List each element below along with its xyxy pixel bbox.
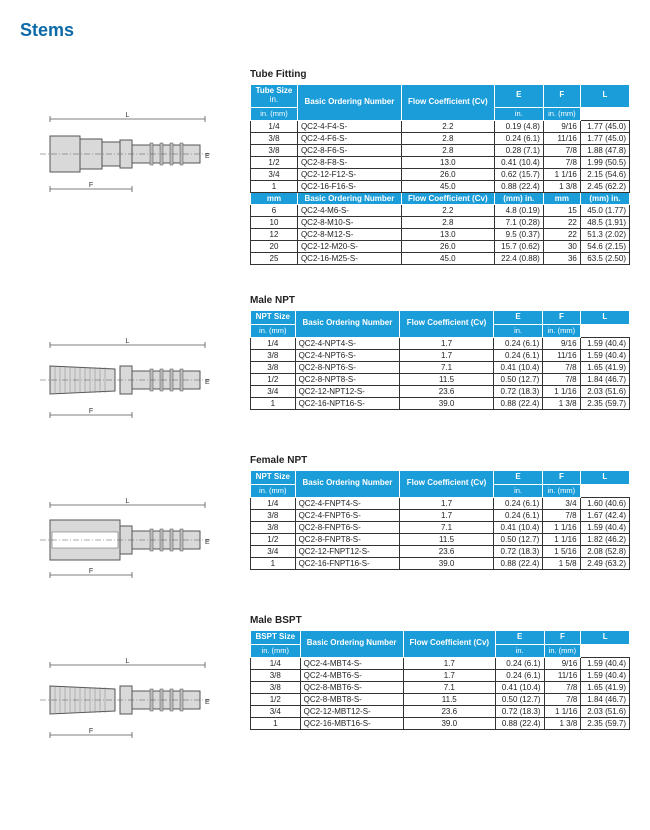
table-title: Tube Fitting xyxy=(250,69,630,80)
svg-text:F: F xyxy=(89,408,93,415)
table-row: 1QC2-16-FNPT16-S-39.00.88 (22.4)1 5/82.4… xyxy=(251,557,630,569)
svg-text:E: E xyxy=(205,153,210,160)
table-row: 3/4QC2-12-F12-S-26.00.62 (15.7)1 1/162.1… xyxy=(251,168,630,180)
table-row: 1/4QC2-4-F4-S-2.20.19 (4.8)9/161.77 (45.… xyxy=(251,120,630,132)
section-male-npt: L F E Male NPT NPT SizeBasic Ordering Num… xyxy=(20,295,630,425)
section-tube-fitting: L F E Tube Fitting Tube Sizein.Basic Orde… xyxy=(20,69,630,265)
table-row: 3/8QC2-8-NPT6-S-7.10.41 (10.4)7/81.65 (4… xyxy=(251,361,630,373)
svg-text:E: E xyxy=(205,379,210,386)
table-row: 3/8QC2-4-NPT6-S-1.70.24 (6.1)11/161.59 (… xyxy=(251,349,630,361)
table-title: Male BSPT xyxy=(250,615,630,626)
table-row: 1/2QC2-8-FNPT8-S-11.50.50 (12.7)1 1/161.… xyxy=(251,533,630,545)
table-row: 3/8QC2-4-FNPT6-S-1.70.24 (6.1)7/81.67 (4… xyxy=(251,509,630,521)
svg-text:L: L xyxy=(126,658,130,665)
table-row: 1/2QC2-8-MBT8-S-11.50.50 (12.7)7/81.84 (… xyxy=(251,693,630,705)
svg-text:E: E xyxy=(205,699,210,706)
table-row: 1QC2-16-MBT16-S-39.00.88 (22.4)1 3/82.35… xyxy=(251,717,630,729)
table-row: 1/4QC2-4-MBT4-S-1.70.24 (6.1)9/161.59 (4… xyxy=(251,657,630,669)
table-row: 6QC2-4-M6-S-2.24.8 (0.19)1545.0 (1.77) xyxy=(251,204,630,216)
table-row: 1QC2-16-F16-S-45.00.88 (22.4)1 3/82.45 (… xyxy=(251,180,630,192)
table-row: 1/4QC2-4-FNPT4-S-1.70.24 (6.1)3/41.60 (4… xyxy=(251,497,630,509)
table-row: 3/8QC2-8-F6-S-2.80.28 (7.1)7/81.88 (47.8… xyxy=(251,144,630,156)
diagram-male-bspt: L F E xyxy=(20,615,250,745)
svg-text:L: L xyxy=(126,338,130,345)
table-row: 3/8QC2-8-MBT6-S-7.10.41 (10.4)7/81.65 (4… xyxy=(251,681,630,693)
table-row: 1/2QC2-8-F8-S-13.00.41 (10.4)7/81.99 (50… xyxy=(251,156,630,168)
section-male-bspt: L F E Male BSPT BSPT SizeBasic Ordering N… xyxy=(20,615,630,745)
data-table: NPT SizeBasic Ordering NumberFlow Coeffi… xyxy=(250,310,630,410)
table-title: Male NPT xyxy=(250,295,630,306)
table-title: Female NPT xyxy=(250,455,630,466)
svg-text:L: L xyxy=(126,112,130,119)
table-row: 25QC2-16-M25-S-45.022.4 (0.88)3663.5 (2.… xyxy=(251,252,630,264)
svg-text:F: F xyxy=(89,728,93,735)
table-row: 1/2QC2-8-NPT8-S-11.50.50 (12.7)7/81.84 (… xyxy=(251,373,630,385)
table-row: 20QC2-12-M20-S-26.015.7 (0.62)3054.6 (2.… xyxy=(251,240,630,252)
table-row: 3/4QC2-12-MBT12-S-23.60.72 (18.3)1 1/162… xyxy=(251,705,630,717)
table-row: 3/8QC2-4-F6-S-2.80.24 (6.1)11/161.77 (45… xyxy=(251,132,630,144)
table-row: 3/4QC2-12-NPT12-S-23.60.72 (18.3)1 1/162… xyxy=(251,385,630,397)
diagram-tube-fitting: L F E xyxy=(20,69,250,199)
data-table: Tube Sizein.Basic Ordering NumberFlow Co… xyxy=(250,84,630,265)
data-table: NPT SizeBasic Ordering NumberFlow Coeffi… xyxy=(250,470,630,570)
table-row: 3/4QC2-12-FNPT12-S-23.60.72 (18.3)1 5/16… xyxy=(251,545,630,557)
table-row: 3/8QC2-8-FNPT6-S-7.10.41 (10.4)1 1/161.5… xyxy=(251,521,630,533)
data-table: BSPT SizeBasic Ordering NumberFlow Coeff… xyxy=(250,630,630,730)
diagram-male-npt: L F E xyxy=(20,295,250,425)
table-row: 3/8QC2-4-MBT6-S-1.70.24 (6.1)11/161.59 (… xyxy=(251,669,630,681)
svg-text:F: F xyxy=(89,568,93,575)
page-title: Stems xyxy=(20,20,630,41)
svg-text:F: F xyxy=(89,182,93,189)
section-female-npt: L F E Female NPT NPT SizeBasic Ordering N… xyxy=(20,455,630,585)
table-row: 10QC2-8-M10-S-2.87.1 (0.28)2248.5 (1.91) xyxy=(251,216,630,228)
svg-text:L: L xyxy=(126,498,130,505)
svg-text:E: E xyxy=(205,539,210,546)
table-row: 12QC2-8-M12-S-13.09.5 (0.37)2251.3 (2.02… xyxy=(251,228,630,240)
diagram-female-npt: L F E xyxy=(20,455,250,585)
table-row: 1/4QC2-4-NPT4-S-1.70.24 (6.1)9/161.59 (4… xyxy=(251,337,630,349)
table-row: 1QC2-16-NPT16-S-39.00.88 (22.4)1 3/82.35… xyxy=(251,397,630,409)
